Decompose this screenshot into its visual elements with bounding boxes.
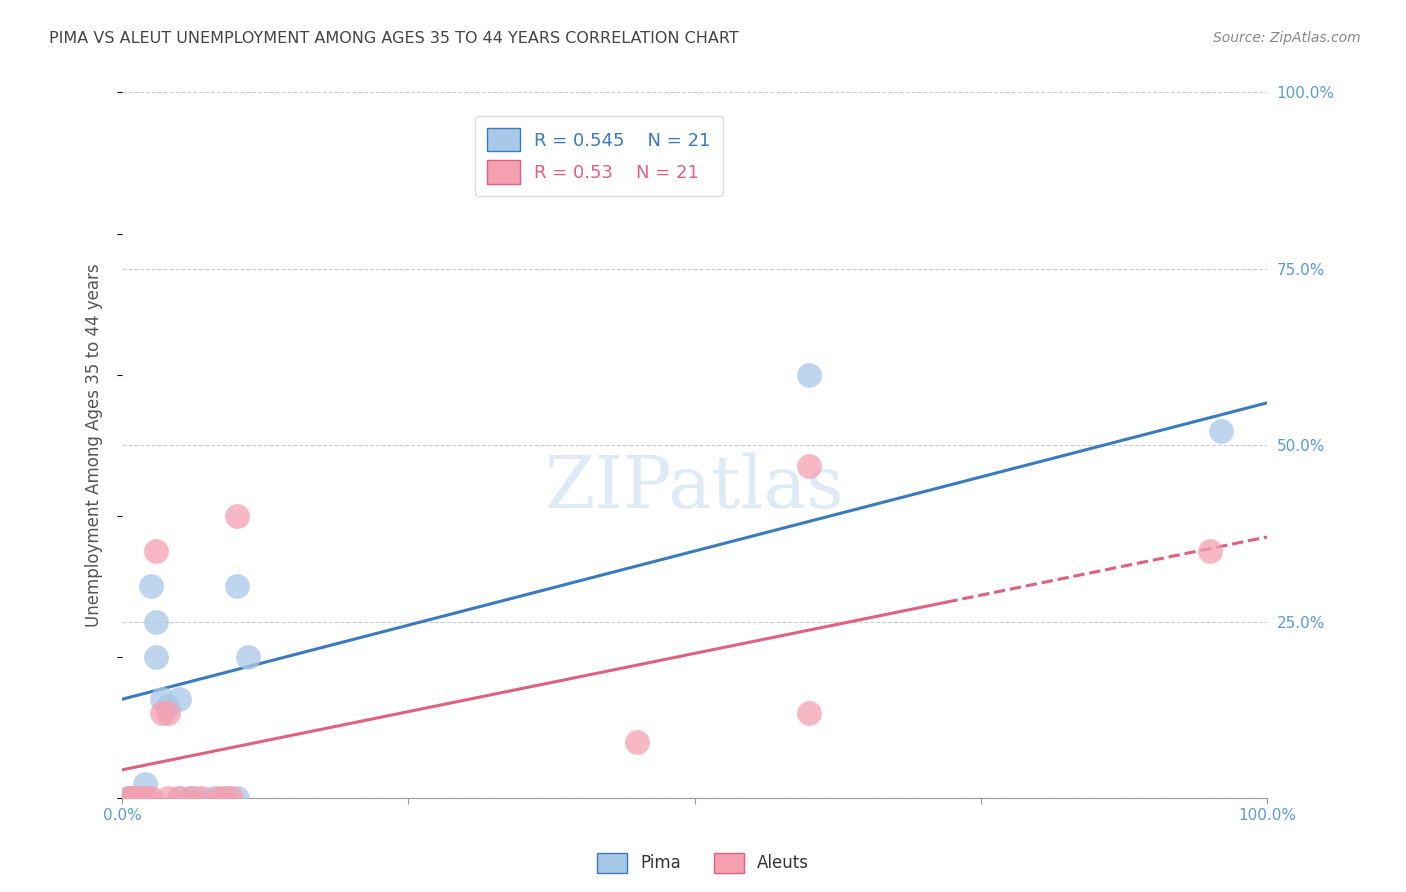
Text: PIMA VS ALEUT UNEMPLOYMENT AMONG AGES 35 TO 44 YEARS CORRELATION CHART: PIMA VS ALEUT UNEMPLOYMENT AMONG AGES 35…	[49, 31, 740, 46]
Point	[225, 508, 247, 523]
Point	[797, 368, 820, 382]
Point	[156, 699, 179, 714]
Point	[156, 791, 179, 805]
Point	[169, 692, 191, 706]
Point	[169, 791, 191, 805]
Point	[626, 734, 648, 748]
Point	[214, 791, 236, 805]
Point	[139, 791, 162, 805]
Text: ZIPatlas: ZIPatlas	[544, 452, 845, 523]
Point	[156, 706, 179, 721]
Point	[219, 791, 242, 805]
Point	[1198, 544, 1220, 558]
Point	[150, 692, 173, 706]
Point	[117, 791, 139, 805]
Point	[169, 791, 191, 805]
Point	[145, 544, 167, 558]
Point	[797, 706, 820, 721]
Point	[180, 791, 202, 805]
Point	[180, 791, 202, 805]
Point	[1211, 424, 1233, 438]
Point	[128, 791, 150, 805]
Point	[134, 777, 156, 791]
Point	[134, 791, 156, 805]
Point	[128, 791, 150, 805]
Point	[797, 459, 820, 474]
Point	[134, 791, 156, 805]
Legend: R = 0.545    N = 21, R = 0.53    N = 21: R = 0.545 N = 21, R = 0.53 N = 21	[475, 115, 723, 196]
Point	[186, 791, 208, 805]
Point	[122, 791, 145, 805]
Point	[145, 649, 167, 664]
Point	[145, 615, 167, 629]
Point	[122, 791, 145, 805]
Point	[191, 791, 214, 805]
Point	[225, 791, 247, 805]
Point	[225, 579, 247, 593]
Legend: Pima, Aleuts: Pima, Aleuts	[591, 847, 815, 880]
Point	[150, 706, 173, 721]
Point	[117, 791, 139, 805]
Y-axis label: Unemployment Among Ages 35 to 44 years: Unemployment Among Ages 35 to 44 years	[86, 263, 103, 627]
Point	[214, 791, 236, 805]
Point	[122, 791, 145, 805]
Text: Source: ZipAtlas.com: Source: ZipAtlas.com	[1213, 31, 1361, 45]
Point	[236, 649, 259, 664]
Point	[139, 579, 162, 593]
Point	[208, 791, 231, 805]
Point	[202, 791, 225, 805]
